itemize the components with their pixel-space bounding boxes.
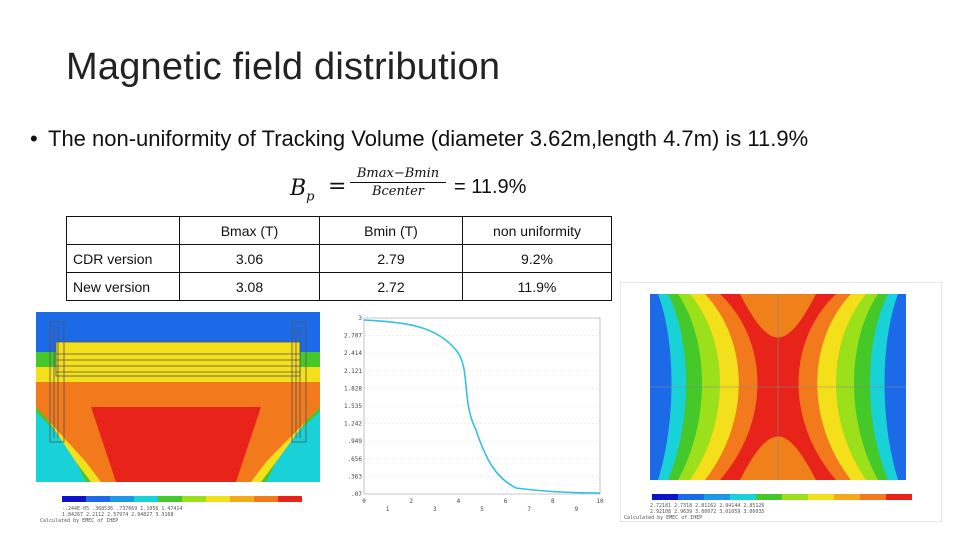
field-curve-line	[363, 319, 601, 494]
formula-result: = 11.9%	[454, 176, 527, 198]
table-cell: 11.9%	[462, 272, 612, 301]
bullet-dot: •	[30, 126, 38, 151]
table-header: non uniformity	[462, 216, 612, 245]
table-row: CDR version 3.06 2.79 9.2%	[66, 244, 612, 273]
right-legend-bar	[652, 494, 912, 500]
y-tick-label: 1.242	[344, 421, 362, 428]
left-map-caption: Calculated by EMEC of IHEP	[40, 518, 119, 524]
comparison-table: Bmax (T) Bmin (T) non uniformity CDR ver…	[66, 216, 612, 301]
formula-equals: =	[328, 174, 347, 199]
y-tick-label: .949	[348, 438, 363, 445]
table-cell: CDR version	[66, 244, 180, 273]
table-cell: 2.72	[319, 272, 463, 301]
left-field-map-image	[36, 312, 320, 526]
y-tick-label: 1.828	[344, 385, 362, 392]
x-tick-label: 5	[480, 506, 484, 513]
table-cell: New version	[66, 272, 180, 301]
left-legend-values-2: 1.84267 2.2112 2.57974 2.94827 3.3168	[62, 512, 174, 518]
x-tick-label: 7	[527, 506, 531, 513]
field-curve-chart: 3 2.707 2.414 2.121 1.828 1.535 1.242 .949 .656.…	[336, 310, 606, 516]
y-tick-label: .363	[348, 473, 363, 480]
x-tick-label: 10	[596, 498, 604, 505]
y-tick-label: 2.707	[344, 333, 362, 340]
right-legend-values: 2.72181 2.7318 2.81162 2.94144 2.85126	[650, 503, 765, 509]
right-map-caption: Calculated by EMEC of IHEP	[624, 515, 703, 521]
left-legend-bar	[62, 496, 302, 502]
formula-denominator: Bcenter	[371, 184, 425, 199]
x-tick-label: 4	[457, 498, 461, 505]
x-tick-label: 3	[433, 506, 437, 513]
x-tick-label: 8	[551, 498, 555, 505]
x-tick-label: 1	[386, 506, 390, 513]
right-field-map: 2.72181 2.7318 2.81162 2.94144 2.85126 2…	[619, 281, 943, 523]
table-header: Bmin (T)	[319, 216, 463, 245]
y-tick-label: .656	[348, 456, 363, 463]
table-header	[66, 216, 180, 245]
slide-title: Magnetic field distribution	[66, 46, 501, 88]
x-tick-label: 0	[362, 498, 366, 505]
y-tick-label: 2.121	[344, 368, 362, 375]
formula-lhs: Bp	[290, 176, 315, 205]
formula-fraction: Bmax−Bmin Bcenter	[350, 166, 446, 199]
table-cell: 2.79	[319, 244, 463, 273]
left-legend-values: -.244E-05 .368536 .737069 1.1056 1.47414	[62, 506, 183, 512]
y-tick-label: 1.535	[344, 403, 362, 410]
table-cell: 3.08	[179, 272, 320, 301]
x-tick-label: 2	[409, 498, 413, 505]
table-cell: 9.2%	[462, 244, 612, 273]
formula-numerator: Bmax−Bmin	[350, 166, 446, 183]
x-tick-label: 9	[575, 506, 579, 513]
bullet-text: • The non-uniformity of Tracking Volume (…	[30, 126, 808, 152]
right-legend-values-2: 2.92108 2.9639 3.00072 3.01059 3.06035	[650, 509, 765, 515]
y-tick-label: 2.414	[344, 350, 362, 357]
field-curve-svg: 3 2.707 2.414 2.121 1.828 1.535 1.242 .949 .656.…	[344, 315, 604, 513]
left-field-map: -.244E-05 .368536 .737069 1.1056 1.47414…	[36, 312, 320, 526]
table-header: Bmax (T)	[179, 216, 320, 245]
x-tick-label: 6	[504, 498, 508, 505]
y-tick-label: 3	[358, 315, 362, 322]
table-row: New version 3.08 2.72 11.9%	[66, 272, 612, 301]
table-header-row: Bmax (T) Bmin (T) non uniformity	[66, 216, 612, 245]
bullet-label: The non-uniformity of Tracking Volume (d…	[48, 126, 809, 151]
y-tick-label: .07	[351, 491, 362, 498]
table-cell: 3.06	[179, 244, 320, 273]
right-field-map-image	[619, 281, 943, 523]
